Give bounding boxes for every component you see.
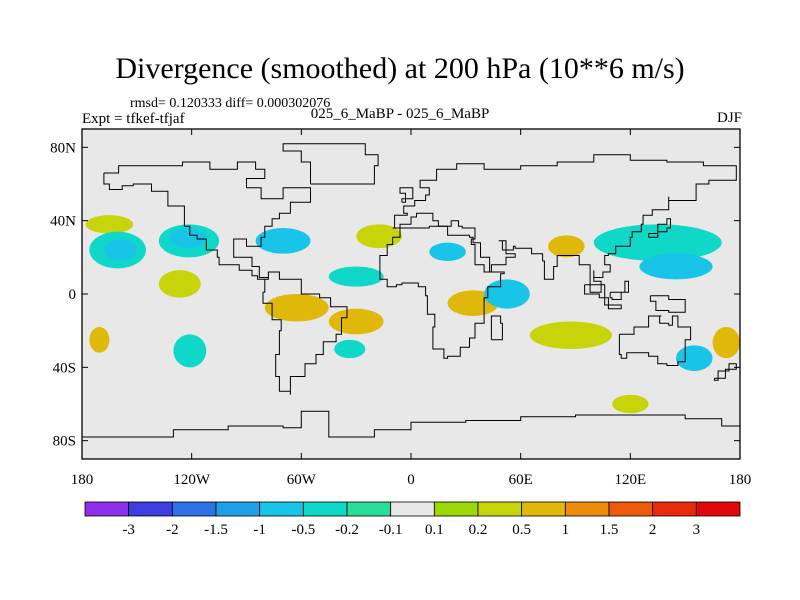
divergence-region-7 (173, 334, 207, 368)
colorbar-label: 3 (693, 522, 701, 538)
case-label: 025_6_MaBP - 025_6_MaBP (310, 106, 490, 122)
divergence-region-8 (255, 228, 311, 254)
y-tick-label: 0 (69, 287, 77, 303)
coastline-11 (649, 295, 686, 313)
y-tick-label: 80N (50, 140, 76, 156)
divergence-region-19 (639, 253, 713, 280)
coastline-5 (82, 410, 740, 438)
coastline-6 (490, 315, 503, 341)
colorbar-swatch-5 (302, 501, 348, 517)
axis-ticks: 180 120W 60W 0 60E 120E 180 80N 40N 0 40S 80S (50, 129, 751, 488)
divergence-region-18 (593, 224, 722, 261)
divergence-region-9 (264, 294, 329, 322)
colorbar-label: 1 (562, 522, 570, 538)
y-tick-label: 80S (53, 434, 76, 450)
divergence-region-13 (328, 266, 384, 287)
divergence-region-6 (158, 270, 201, 298)
colorbar-swatch-1 (128, 501, 173, 517)
divergence-region-12 (356, 224, 402, 249)
divergence-region-0 (85, 215, 134, 234)
divergence-region-10 (328, 308, 384, 335)
season-label: DJF (716, 110, 742, 126)
divergence-region-20 (529, 321, 613, 349)
colorbar-label: -0.1 (379, 522, 403, 538)
coastline-0 (103, 161, 348, 395)
colorbar-swatch-10 (521, 501, 566, 517)
coastline-2 (379, 225, 505, 359)
experiment-label: Expt = tfkef-tfjaf (82, 111, 185, 127)
colorbar-label: -1.5 (204, 522, 228, 538)
divergence-region-3 (89, 327, 110, 353)
x-tick-label: 180 (729, 472, 752, 488)
colorbar-swatch-8 (433, 501, 479, 517)
colorbar-swatch-6 (346, 501, 392, 517)
x-tick-label: 60W (287, 472, 317, 488)
coastline-1 (392, 154, 737, 293)
divergence-region-23 (612, 394, 649, 414)
divergence-region-17 (548, 235, 585, 258)
x-tick-label: 120E (614, 472, 646, 488)
colorbar-swatch-13 (652, 501, 697, 517)
coastline-7 (399, 187, 414, 203)
colorbar-label: 0.1 (425, 522, 444, 538)
colorbar-swatch-11 (564, 501, 610, 517)
colorbar-label: -0.2 (335, 522, 359, 538)
colorbar-swatch-3 (215, 501, 261, 517)
divergence-region-14 (429, 242, 466, 261)
x-tick-label: 0 (407, 472, 415, 488)
divergence-region-16 (484, 279, 530, 309)
divergence-region-21 (676, 345, 713, 371)
y-tick-label: 40N (50, 214, 76, 230)
coastline-9 (584, 284, 622, 310)
colorbar-label: -0.5 (291, 522, 315, 538)
x-tick-label: 180 (71, 472, 94, 488)
colorbar-swatch-9 (477, 501, 523, 517)
x-tick-label: 60E (509, 472, 533, 488)
coastline-3 (618, 315, 692, 366)
coastline-4 (282, 143, 379, 185)
colorbar-swatch-7 (390, 501, 435, 517)
colorbar-swatch-2 (171, 501, 217, 517)
divergence-region-22 (712, 327, 740, 359)
colorbar-swatch-12 (608, 501, 654, 517)
divergence-regions (85, 215, 740, 414)
divergence-region-2 (103, 239, 137, 261)
coastline-12 (713, 363, 737, 381)
colorbar-label: -2 (166, 522, 179, 538)
colorbar-label: -1 (253, 522, 266, 538)
y-tick-label: 40S (53, 360, 76, 376)
colorbar-label: 0.5 (512, 522, 531, 538)
colorbar-label: 2 (649, 522, 657, 538)
coastlines (82, 143, 740, 438)
chart-title: Divergence (smoothed) at 200 hPa (10**6 … (115, 52, 685, 85)
colorbar-label: -3 (122, 522, 135, 538)
colorbar: -3 -2 -1.5 -1 -0.5 -0.2 -0.1 0.1 0.2 0.5 1 1.5 2 3 (84, 501, 741, 538)
divergence-region-11 (334, 339, 366, 359)
colorbar-swatch-0 (84, 501, 130, 517)
colorbar-label: 0.2 (469, 522, 488, 538)
x-tick-label: 120W (173, 472, 211, 488)
divergence-region-5 (169, 228, 207, 249)
rmsd-diff-stats: rmsd= 0.120333 diff= 0.000302076 (130, 96, 331, 111)
colorbar-swatch-4 (259, 501, 304, 517)
coastline-10 (609, 280, 629, 300)
coastline-8 (648, 218, 671, 238)
colorbar-label: 1.5 (600, 522, 619, 538)
colorbar-swatch-14 (695, 501, 741, 517)
